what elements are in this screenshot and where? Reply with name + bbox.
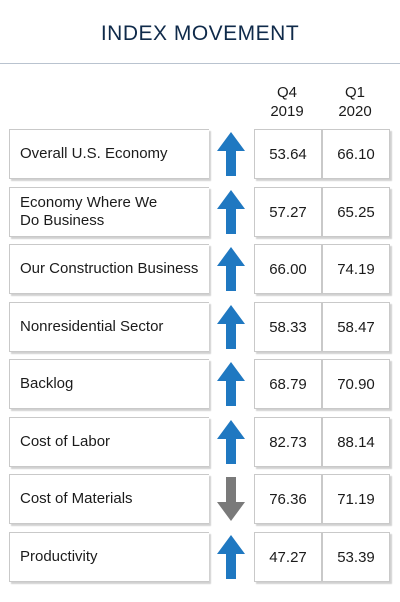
- arrow-up-icon: [210, 187, 252, 237]
- arrow-up-icon: [210, 244, 252, 294]
- value-q1-2020: 58.47: [322, 302, 390, 352]
- row-label-box: Nonresidential Sector: [9, 302, 209, 352]
- arrow-down-icon: [210, 474, 252, 524]
- value-q1-2020: 66.10: [322, 129, 390, 179]
- value-q1-2020: 70.90: [322, 359, 390, 409]
- arrow-up-icon: [210, 302, 252, 352]
- row-label: Nonresidential Sector: [20, 318, 164, 335]
- arrow-up-icon: [210, 359, 252, 409]
- value-q4-2019: 68.79: [254, 359, 322, 409]
- value-q4-2019: 58.33: [254, 302, 322, 352]
- table-row: Backlog 68.79 70.90: [0, 359, 400, 411]
- row-label: Our Construction Business: [20, 260, 199, 277]
- table-row: Overall U.S. Economy 53.64 66.10: [0, 129, 400, 181]
- column-header-q1-2020: Q1 2020: [322, 83, 388, 121]
- arrow-up-icon: [210, 532, 252, 582]
- page-title: INDEX MOVEMENT: [100, 22, 300, 45]
- table-row: Productivity 47.27 53.39: [0, 532, 400, 584]
- arrow-up-icon: [210, 417, 252, 467]
- row-label-box: Overall U.S. Economy: [9, 129, 209, 179]
- arrow-up-icon: [210, 129, 252, 179]
- table-row: Nonresidential Sector 58.33 58.47: [0, 302, 400, 354]
- row-label-box: Economy Where We Do Business: [9, 187, 209, 237]
- row-label-box: Cost of Labor: [9, 417, 209, 467]
- value-q1-2020: 53.39: [322, 532, 390, 582]
- row-label: Economy Where We Do Business: [20, 194, 158, 229]
- title-divider: [0, 63, 400, 64]
- row-label: Cost of Materials: [20, 490, 133, 507]
- value-q1-2020: 74.19: [322, 244, 390, 294]
- value-q1-2020: 65.25: [322, 187, 390, 237]
- table-row: Cost of Materials 76.36 71.19: [0, 474, 400, 526]
- value-q4-2019: 57.27: [254, 187, 322, 237]
- value-q4-2019: 47.27: [254, 532, 322, 582]
- value-q4-2019: 76.36: [254, 474, 322, 524]
- row-label: Cost of Labor: [20, 433, 111, 450]
- row-label: Overall U.S. Economy: [20, 145, 168, 162]
- column-header-year: 2020: [338, 103, 372, 120]
- row-label: Backlog: [20, 375, 74, 392]
- row-label: Productivity: [20, 548, 98, 565]
- table-row: Our Construction Business 66.00 74.19: [0, 244, 400, 296]
- value-q1-2020: 71.19: [322, 474, 390, 524]
- value-q4-2019: 66.00: [254, 244, 322, 294]
- column-header-year: 2019: [270, 103, 304, 120]
- row-label-box: Productivity: [9, 532, 209, 582]
- table-row: Cost of Labor 82.73 88.14: [0, 417, 400, 469]
- row-label-box: Cost of Materials: [9, 474, 209, 524]
- column-header-quarter: Q1: [344, 84, 365, 101]
- value-q1-2020: 88.14: [322, 417, 390, 467]
- row-label-box: Backlog: [9, 359, 209, 409]
- value-q4-2019: 53.64: [254, 129, 322, 179]
- column-header-q4-2019: Q4 2019: [254, 83, 320, 121]
- table-row: Economy Where We Do Business 57.27 65.25: [0, 187, 400, 239]
- column-header-quarter: Q4: [276, 84, 297, 101]
- value-q4-2019: 82.73: [254, 417, 322, 467]
- row-label-box: Our Construction Business: [9, 244, 209, 294]
